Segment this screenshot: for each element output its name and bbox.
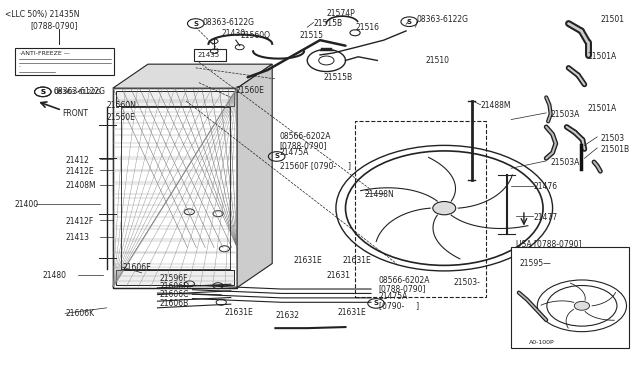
- Text: 21515B: 21515B: [314, 19, 343, 28]
- Text: [0788-0790]: [0788-0790]: [280, 141, 327, 150]
- Text: 21510: 21510: [425, 56, 449, 65]
- Polygon shape: [113, 64, 272, 88]
- Text: 21480: 21480: [43, 271, 67, 280]
- Circle shape: [433, 202, 456, 215]
- Text: ·: ·: [19, 65, 20, 70]
- Text: S: S: [274, 154, 279, 160]
- Bar: [355, 121, 486, 297]
- Text: 21503-: 21503-: [454, 278, 481, 287]
- Text: 08363-6122G: 08363-6122G: [54, 89, 102, 95]
- Text: 21631E: 21631E: [293, 256, 322, 265]
- Text: 21412F: 21412F: [65, 217, 93, 225]
- Text: 21631E: 21631E: [225, 308, 253, 317]
- Bar: [511, 247, 629, 349]
- Text: 21606B: 21606B: [159, 299, 189, 308]
- Text: 21413: 21413: [65, 233, 89, 242]
- Text: 21560N: 21560N: [106, 101, 136, 110]
- Text: 08566-6202A: 08566-6202A: [379, 276, 430, 285]
- Text: 21408M: 21408M: [65, 182, 96, 190]
- Text: 21631E: 21631E: [342, 256, 371, 265]
- Text: 21631E: 21631E: [338, 308, 367, 317]
- Text: [0790-     ]: [0790- ]: [379, 301, 419, 310]
- Text: S: S: [40, 89, 45, 95]
- Circle shape: [574, 301, 589, 310]
- Text: 21430: 21430: [221, 29, 245, 38]
- Text: 21595—: 21595—: [520, 259, 551, 268]
- Bar: [15, 48, 114, 75]
- Bar: [116, 270, 234, 285]
- Text: 21606C: 21606C: [159, 291, 189, 299]
- Text: 21503A: 21503A: [550, 109, 580, 119]
- Text: 21501A: 21501A: [588, 52, 617, 61]
- Bar: [194, 49, 226, 61]
- Text: 21516: 21516: [355, 23, 379, 32]
- Text: 21503: 21503: [600, 134, 625, 142]
- Text: 21501: 21501: [600, 15, 625, 24]
- Text: [0788-0790]: [0788-0790]: [30, 21, 77, 30]
- Text: 21475A: 21475A: [280, 148, 309, 157]
- Bar: [113, 88, 237, 288]
- Text: S: S: [406, 19, 412, 25]
- Text: 21501A: 21501A: [588, 104, 617, 113]
- Text: USA [0788-0790]: USA [0788-0790]: [516, 239, 582, 248]
- Text: 21632: 21632: [275, 311, 300, 320]
- Text: FRONT: FRONT: [62, 109, 88, 118]
- Text: 21560E: 21560E: [236, 86, 265, 94]
- Text: 21501B: 21501B: [600, 145, 630, 154]
- Text: ·ANTI-FREEZE —: ·ANTI-FREEZE —: [19, 51, 70, 55]
- Text: 21435: 21435: [197, 52, 219, 58]
- Text: 21400: 21400: [14, 200, 38, 209]
- Text: 21606E: 21606E: [122, 263, 151, 272]
- Text: 21412E: 21412E: [65, 167, 93, 176]
- Text: S: S: [193, 20, 198, 26]
- Text: 21574P: 21574P: [326, 9, 355, 18]
- Text: 08566-6202A: 08566-6202A: [280, 132, 332, 141]
- Polygon shape: [237, 64, 272, 288]
- Text: 21503A: 21503A: [550, 157, 580, 167]
- Text: 21560E: 21560E: [106, 113, 136, 122]
- Text: 08363-6122G: 08363-6122G: [203, 18, 255, 27]
- Text: 21515: 21515: [300, 31, 324, 40]
- Text: 21475A: 21475A: [379, 292, 408, 301]
- Text: 21412: 21412: [65, 155, 89, 165]
- Text: 21515B: 21515B: [324, 73, 353, 81]
- Text: 21606D: 21606D: [159, 282, 189, 291]
- Text: 21488M: 21488M: [481, 101, 511, 110]
- Text: 08363-6122G: 08363-6122G: [54, 87, 106, 96]
- Text: 21477: 21477: [534, 213, 557, 222]
- Text: 21498N: 21498N: [365, 190, 394, 199]
- Text: 21560Q: 21560Q: [241, 31, 270, 40]
- Text: 21476: 21476: [534, 182, 557, 191]
- Text: <LLC 50%) 21435N: <LLC 50%) 21435N: [4, 10, 79, 19]
- Text: S: S: [40, 89, 45, 95]
- Text: 21596F: 21596F: [159, 274, 188, 283]
- Text: 21631: 21631: [326, 271, 350, 280]
- Polygon shape: [113, 88, 237, 288]
- Text: 21560F [0790-     ]: 21560F [0790- ]: [280, 161, 351, 170]
- Text: 21606K: 21606K: [65, 309, 94, 318]
- Bar: [116, 91, 234, 106]
- Text: A0-100P: A0-100P: [529, 340, 554, 346]
- Text: [0788-0790]: [0788-0790]: [379, 284, 426, 293]
- Text: S: S: [374, 301, 379, 307]
- Text: 08363-6122G: 08363-6122G: [417, 15, 469, 24]
